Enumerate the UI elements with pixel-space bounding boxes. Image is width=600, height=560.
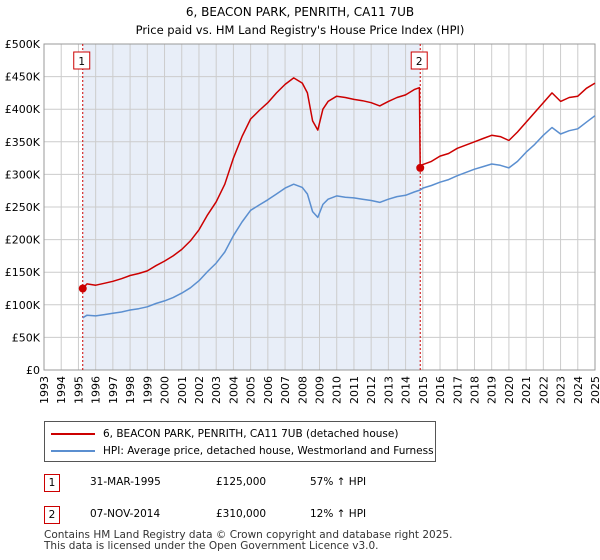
x-tick-label: 1996 [90, 376, 103, 404]
sale-badge: 1 [44, 474, 60, 492]
legend: 6, BEACON PARK, PENRITH, CA11 7UB (detac… [44, 421, 436, 462]
sale-price: £125,000 [216, 476, 267, 488]
y-tick-label: £50K [12, 331, 41, 344]
sale-hpi-change: 12% ↑ HPI [310, 508, 367, 520]
x-tick-label: 2020 [503, 376, 516, 404]
x-tick-label: 2014 [400, 376, 413, 404]
y-tick-label: £200K [5, 234, 41, 247]
sale-badge: 2 [44, 506, 60, 524]
sale-row-1: 1 31-MAR-1995 £125,000 57% ↑ HPI [44, 474, 464, 494]
y-tick-label: £0 [26, 364, 40, 377]
legend-label-property: 6, BEACON PARK, PENRITH, CA11 7UB (detac… [103, 428, 399, 440]
x-tick-label: 2013 [382, 376, 395, 404]
x-tick-label: 2025 [589, 376, 600, 404]
x-tick-label: 2007 [279, 376, 292, 404]
x-tick-label: 1999 [141, 376, 154, 404]
y-tick-label: £500K [5, 38, 41, 51]
price-chart: 6, BEACON PARK, PENRITH, CA11 7UB Price … [5, 5, 600, 404]
sale-row-2: 2 07-NOV-2014 £310,000 12% ↑ HPI [44, 506, 464, 526]
sale-date: 31-MAR-1995 [90, 476, 161, 488]
x-tick-label: 1995 [72, 376, 85, 404]
sale-marker-badge [410, 51, 428, 70]
sale-marker-badge [73, 51, 91, 70]
plot-frame [43, 43, 596, 371]
sale-point [78, 284, 87, 293]
x-tick-label: 1997 [107, 376, 120, 404]
x-tick-label: 2010 [331, 376, 344, 404]
x-tick-label: 1994 [55, 376, 68, 404]
y-tick-label: £300K [5, 168, 41, 181]
x-tick-label: 1993 [38, 376, 51, 404]
sale-date: 07-NOV-2014 [90, 508, 161, 520]
x-tick-label: 2005 [245, 376, 258, 404]
x-tick-label: 2006 [262, 376, 275, 404]
x-tick-label: 2002 [193, 376, 206, 404]
chart-title: 6, BEACON PARK, PENRITH, CA11 7UB [186, 5, 414, 19]
x-tick-label: 2022 [537, 376, 550, 404]
series-line-property [82, 77, 596, 290]
x-tick-label: 2008 [296, 376, 309, 404]
x-tick-label: 1998 [124, 376, 137, 404]
y-tick-label: £150K [5, 266, 41, 279]
x-tick-label: 2024 [572, 376, 585, 404]
y-tick-label: £250K [5, 201, 41, 214]
legend-line-property [51, 433, 95, 435]
x-tick-label: 2012 [365, 376, 378, 404]
x-tick-label: 2015 [417, 376, 430, 404]
x-tick-label: 2018 [468, 376, 481, 404]
x-tick-label: 2021 [520, 376, 533, 404]
chart-subtitle: Price paid vs. HM Land Registry's House … [136, 23, 465, 37]
sale-price: £310,000 [216, 508, 267, 520]
footer-copyright: Contains HM Land Registry data © Crown c… [44, 529, 453, 541]
x-tick-label: 2016 [434, 376, 447, 404]
series-line-hpi [82, 115, 596, 319]
x-tick-label: 2023 [555, 376, 568, 404]
x-tick-label: 2000 [159, 376, 172, 404]
footer-licence: This data is licensed under the Open Gov… [44, 540, 379, 552]
y-tick-label: £400K [5, 103, 41, 116]
sale-marker-label: 1 [78, 56, 85, 68]
y-tick-label: £100K [5, 299, 41, 312]
legend-label-hpi: HPI: Average price, detached house, West… [103, 445, 434, 457]
x-tick-label: 2011 [348, 376, 361, 404]
legend-line-hpi [51, 450, 95, 452]
x-tick-label: 2003 [210, 376, 223, 404]
x-tick-label: 2017 [451, 376, 464, 404]
y-tick-label: £350K [5, 136, 41, 149]
footer: Contains HM Land Registry data © Crown c… [44, 530, 452, 552]
sale-hpi-change: 57% ↑ HPI [310, 476, 367, 488]
x-tick-label: 2001 [176, 376, 189, 404]
x-tick-label: 2004 [227, 376, 240, 404]
y-tick-label: £450K [5, 71, 41, 84]
x-tick-label: 2009 [314, 376, 327, 404]
x-tick-label: 2019 [486, 376, 499, 404]
sale-point [416, 163, 425, 172]
sale-marker-label: 2 [416, 56, 423, 68]
